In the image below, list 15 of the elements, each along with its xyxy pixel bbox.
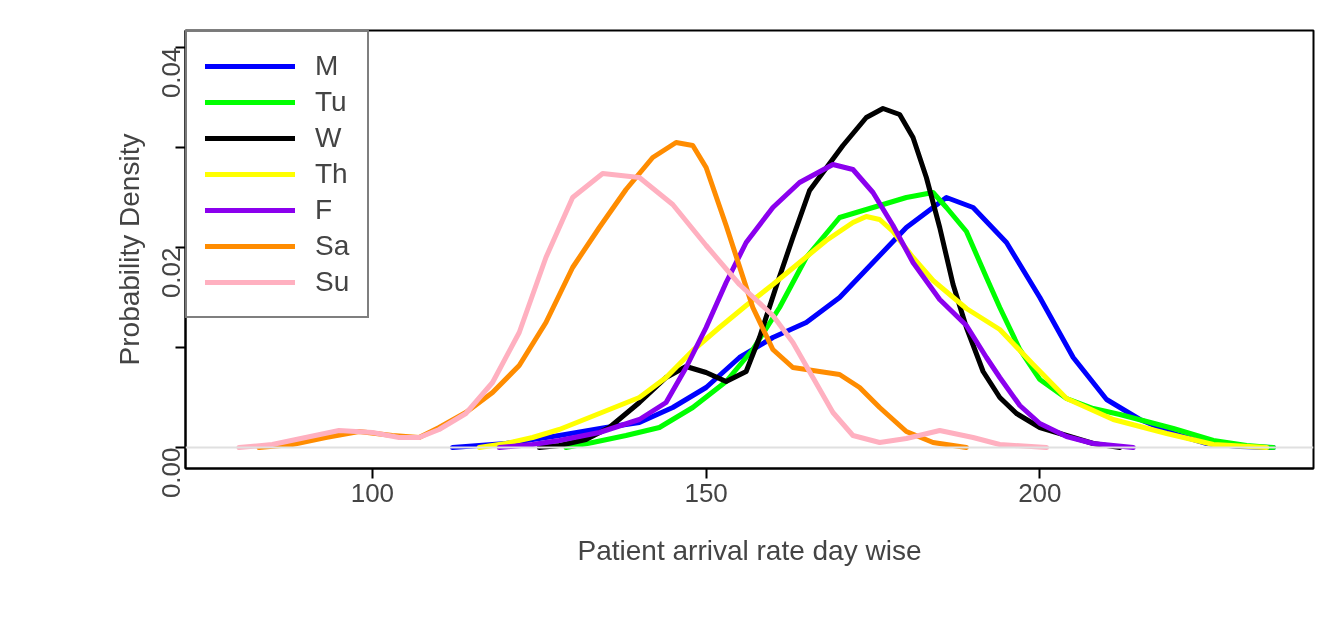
x-tick-label: 200 (1018, 477, 1062, 508)
legend-label: M (315, 50, 339, 82)
legend-label: F (315, 194, 334, 226)
legend-label: W (315, 122, 342, 154)
y-axis-title: Probability Density (113, 133, 145, 366)
legend-label: Tu (315, 86, 347, 118)
legend-label: Sa (315, 230, 350, 262)
y-tick-label: 0.04 (155, 47, 186, 99)
x-axis-title: Patient arrival rate day wise (577, 534, 922, 566)
legend-label: Th (315, 158, 348, 190)
y-tick-label: 0.02 (155, 247, 186, 299)
legend-label: Su (315, 266, 350, 298)
y-tick-label: 0.00 (155, 447, 186, 499)
x-tick-label: 100 (350, 477, 395, 508)
x-tick-label: 150 (684, 477, 728, 508)
